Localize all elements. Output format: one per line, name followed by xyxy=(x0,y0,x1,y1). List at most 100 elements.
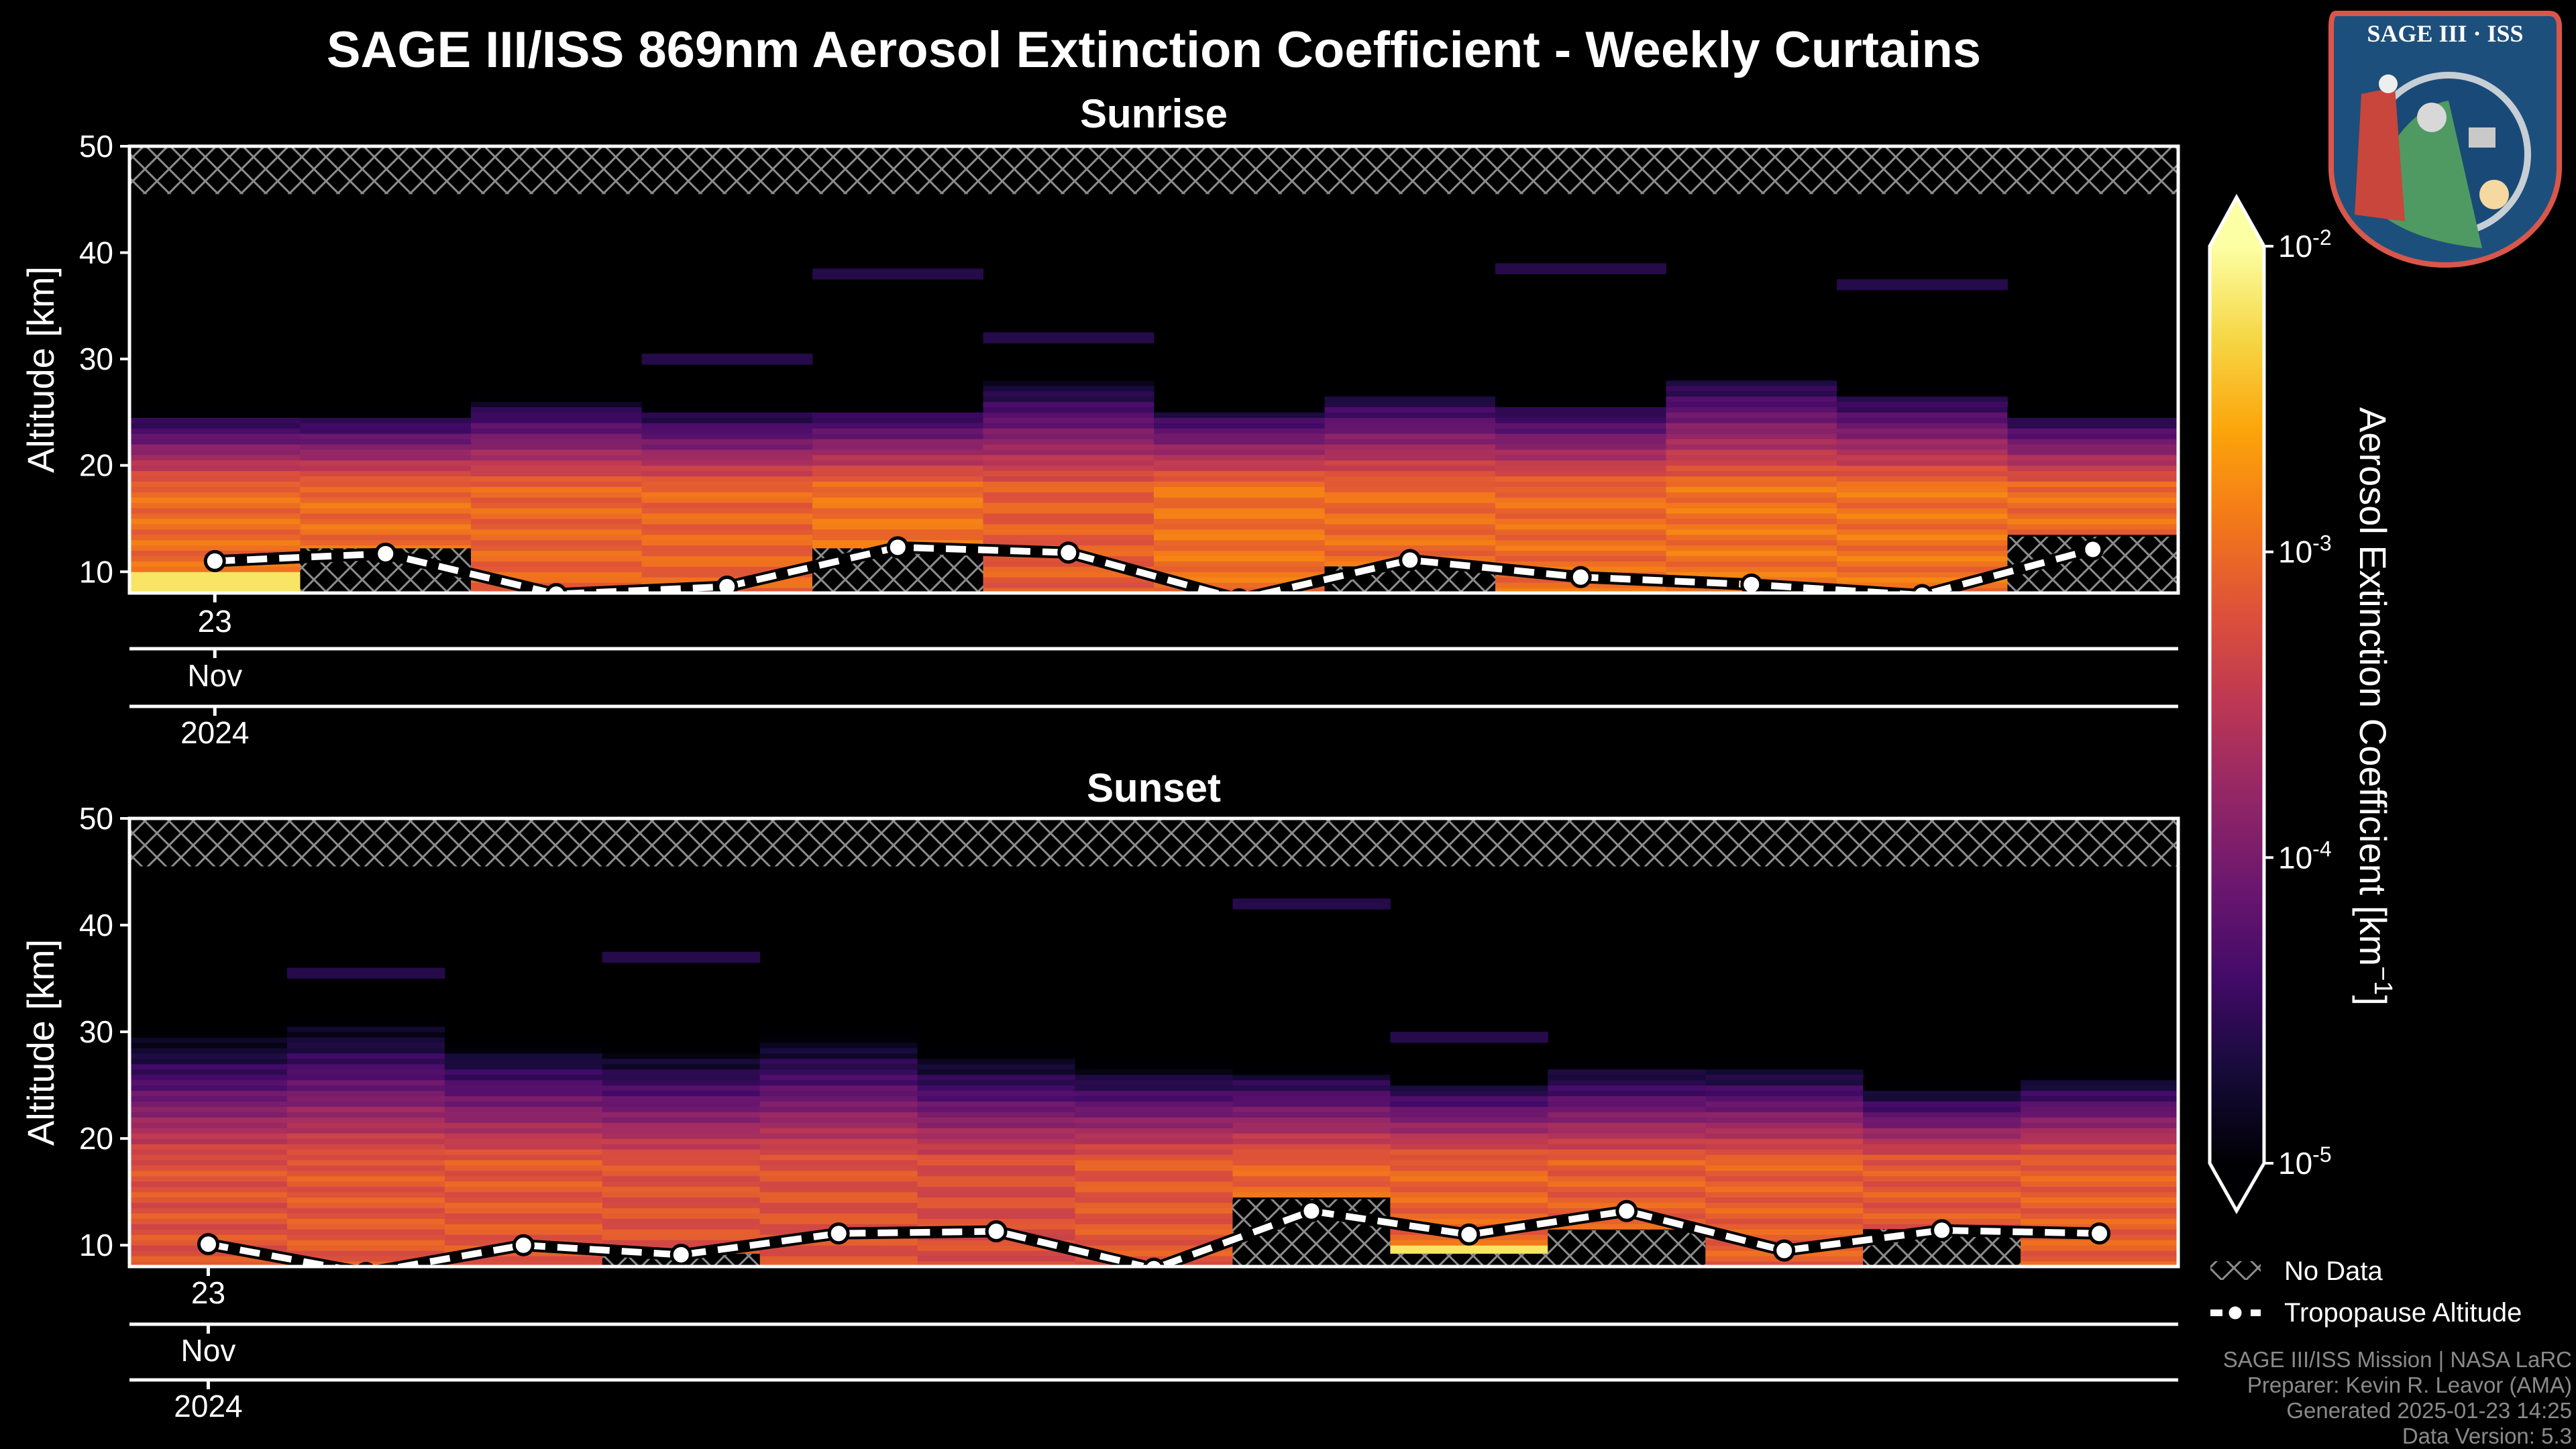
extinction-cell xyxy=(1075,1106,1233,1112)
extinction-cell xyxy=(812,497,983,503)
extinction-cell xyxy=(983,529,1155,535)
extinction-cell xyxy=(129,508,301,514)
extinction-cell xyxy=(471,508,642,514)
extinction-cell xyxy=(471,401,642,407)
extinction-cell xyxy=(1324,417,1496,423)
extinction-cell xyxy=(917,1047,1076,1054)
extinction-cell xyxy=(471,502,642,508)
x-tick-label-year: 2024 xyxy=(174,1389,242,1424)
extinction-cell xyxy=(1154,481,1325,487)
extinction-cell xyxy=(602,1138,761,1144)
extinction-cell xyxy=(129,577,301,583)
extinction-cell xyxy=(917,1245,1076,1251)
tropopause-point xyxy=(1399,549,1421,572)
extinction-cell xyxy=(1863,1117,2021,1123)
extinction-cell xyxy=(286,1058,445,1065)
extinction-cell xyxy=(286,1122,445,1128)
extinction-cell xyxy=(917,1090,1076,1097)
extinction-cell xyxy=(602,1234,761,1240)
extinction-cell xyxy=(1837,476,2008,482)
extinction-cell xyxy=(1154,412,1325,418)
extinction-cell xyxy=(300,523,472,530)
extinction-cell xyxy=(2007,454,2179,461)
extinction-cell xyxy=(917,1117,1076,1123)
extinction-cell xyxy=(2021,1122,2179,1128)
extinction-cell xyxy=(1666,476,1837,482)
curtain-column xyxy=(1548,1058,1706,1267)
extinction-cell xyxy=(1232,1106,1391,1112)
extinction-cell xyxy=(1705,1213,1864,1219)
extinction-cell xyxy=(1705,1101,1864,1107)
extinction-cell xyxy=(129,497,301,503)
extinction-cell xyxy=(2021,1133,2179,1139)
extinction-cell xyxy=(1390,1144,1548,1150)
extinction-cell xyxy=(641,401,813,407)
extinction-cell xyxy=(2007,529,2179,535)
extinction-cell xyxy=(1863,1079,2021,1086)
extinction-cell xyxy=(1666,439,1837,445)
extinction-cell xyxy=(2021,1175,2179,1182)
extinction-cell xyxy=(1075,1117,1233,1123)
extinction-cell xyxy=(1154,449,1325,455)
extinction-cell xyxy=(759,1165,918,1171)
extinction-cell xyxy=(471,390,642,397)
no-data-hatch xyxy=(1390,1253,1548,1267)
extinction-cell xyxy=(812,508,983,514)
extinction-cell xyxy=(286,967,445,974)
extinction-cell xyxy=(602,1175,761,1182)
extinction-cell xyxy=(1495,407,1666,413)
extinction-cell xyxy=(812,274,983,280)
extinction-cell xyxy=(1705,1208,1864,1214)
extinction-cell xyxy=(300,433,472,439)
no-data-hatch xyxy=(1548,1230,1706,1267)
extinction-cell xyxy=(1666,502,1837,508)
extinction-cell xyxy=(602,1047,761,1054)
extinction-cell xyxy=(1495,433,1666,439)
extinction-cell xyxy=(812,401,983,407)
tropopause-point xyxy=(1911,584,1933,593)
extinction-cell xyxy=(1705,1090,1864,1097)
extinction-cell xyxy=(759,1245,918,1251)
extinction-cell xyxy=(286,1047,445,1054)
extinction-cell xyxy=(759,1213,918,1219)
extinction-cell xyxy=(2021,1159,2179,1166)
extinction-cell xyxy=(1705,1181,1864,1187)
extinction-cell xyxy=(2021,1261,2179,1267)
extinction-cell xyxy=(129,1224,288,1230)
extinction-cell xyxy=(2021,1128,2179,1134)
extinction-cell xyxy=(1863,1106,2021,1112)
extinction-cell xyxy=(1075,1170,1233,1177)
extinction-cell xyxy=(641,572,813,578)
extinction-cell xyxy=(286,1016,445,1022)
extinction-cell xyxy=(2007,449,2179,455)
extinction-cell xyxy=(759,1090,918,1097)
extinction-cell xyxy=(641,470,813,477)
extinction-cell xyxy=(602,1090,761,1097)
extinction-cell xyxy=(917,1240,1076,1246)
extinction-cell xyxy=(917,1122,1076,1128)
extinction-cell xyxy=(129,1122,288,1128)
extinction-cell xyxy=(1232,1074,1391,1081)
credit-preparer: Preparer: Kevin R. Leavor (AMA) xyxy=(2247,1373,2572,1397)
extinction-cell xyxy=(759,1106,918,1112)
extinction-cell xyxy=(129,1133,288,1139)
extinction-cell xyxy=(983,412,1155,418)
extinction-cell xyxy=(1548,1133,1706,1139)
extinction-cell xyxy=(759,1155,918,1161)
extinction-cell xyxy=(1837,470,2008,477)
extinction-cell xyxy=(1495,588,1666,594)
extinction-cell xyxy=(812,433,983,439)
extinction-cell xyxy=(1154,465,1325,472)
extinction-cell xyxy=(444,1144,603,1150)
extinction-cell xyxy=(2021,1245,2179,1251)
colorbar-label: Aerosol Extinction Coefficient [km−1] xyxy=(2352,407,2397,1006)
extinction-cell xyxy=(1232,1191,1391,1198)
extinction-cell xyxy=(602,1063,761,1070)
y-tick-label: 30 xyxy=(79,341,113,376)
extinction-cell xyxy=(1863,1159,2021,1166)
extinction-cell xyxy=(2007,476,2179,482)
extinction-cell xyxy=(1075,1250,1233,1256)
y-tick-label: 40 xyxy=(79,235,113,270)
extinction-cell xyxy=(129,412,301,418)
y-tick-label: 40 xyxy=(79,908,113,943)
